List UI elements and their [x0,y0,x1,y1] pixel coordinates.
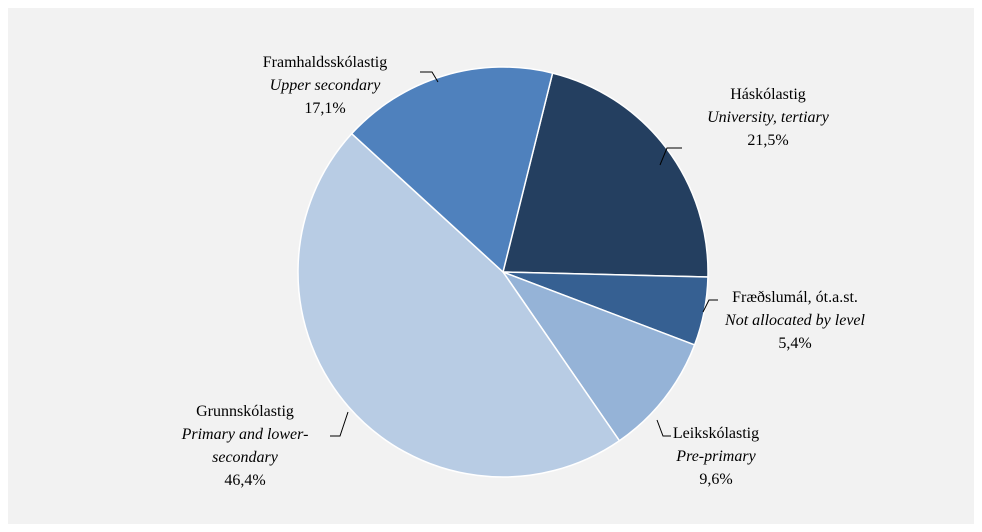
slice-label: Fræðslumál, ót.a.st. Not allocated by lev… [720,286,870,355]
category-name: Leikskólastig [672,425,760,442]
leader-line [659,147,682,166]
slice-label: Leikskólastig Pre-primary 9,6% [641,422,791,491]
value-label: 5,4% [778,335,812,352]
pie-slice [350,66,554,274]
leader-line [702,299,718,313]
category-name: Grunnskólastig [196,403,294,420]
category-name: Framhaldsskólastig [262,54,388,71]
category-name: Háskólastig [730,86,806,103]
pie-slice [297,132,621,478]
leader-line [330,411,349,437]
pie-slice [502,72,709,278]
slice-label: Háskólastig University, tertiary 21,5% [683,83,853,152]
pie-slice [501,270,696,442]
slice-label: Framhaldsskólastig Upper secondary 17,1% [240,51,410,120]
category-translation: Not allocated by level [725,312,865,329]
category-translation: Primary and lower-secondary [181,426,309,466]
value-label: 46,4% [224,472,266,489]
value-label: 17,1% [304,100,346,117]
leader-line [420,71,439,83]
value-label: 9,6% [699,471,733,488]
category-translation: Pre-primary [676,448,756,465]
category-name: Fræðslumál, ót.a.st. [732,289,858,306]
leader-line [656,419,671,437]
slice-label: Grunnskólastig Primary and lower-secondar… [170,400,320,492]
value-label: 21,5% [747,132,789,149]
category-translation: Upper secondary [269,77,381,94]
category-translation: University, tertiary [707,109,829,126]
